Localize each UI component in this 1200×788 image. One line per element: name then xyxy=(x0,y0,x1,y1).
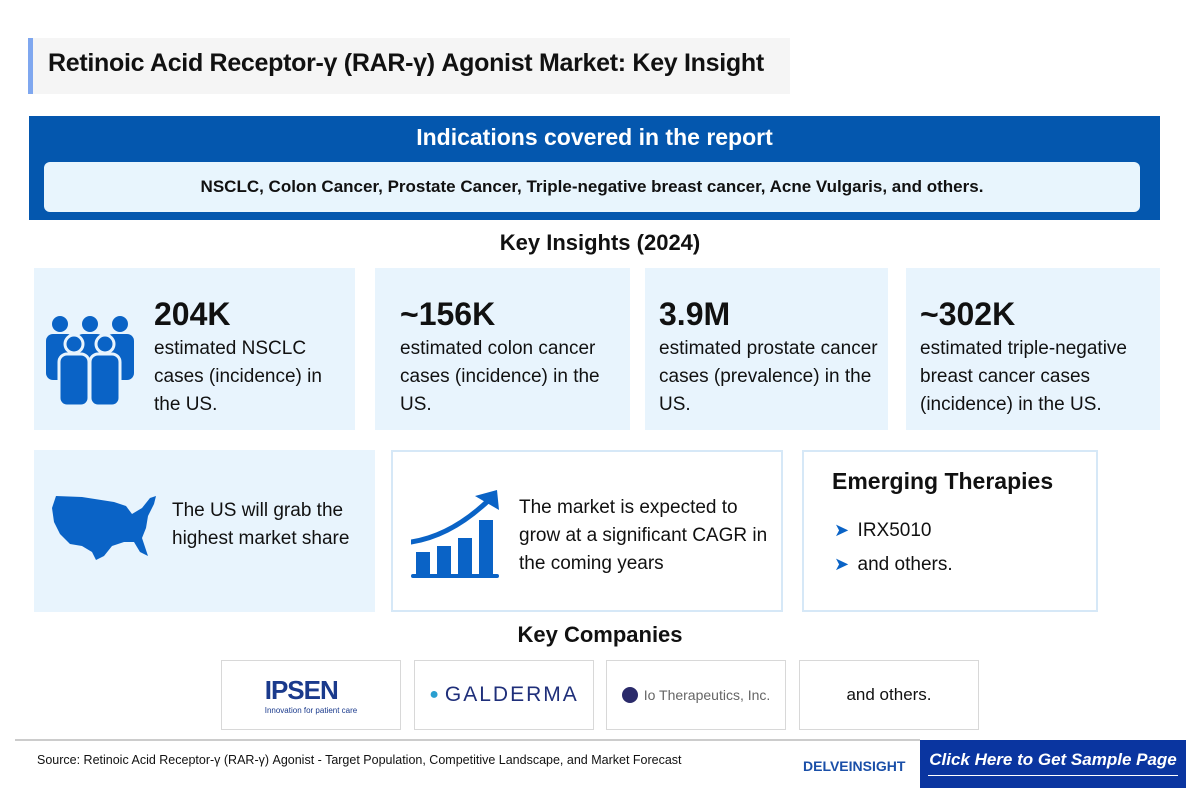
chevron-right-icon: ➤ xyxy=(834,520,850,540)
indications-heading: Indications covered in the report xyxy=(416,124,773,150)
growth-chart-icon xyxy=(411,490,499,578)
stat-card-tnbc: ~302K estimated triple-negative breast c… xyxy=(906,268,1160,430)
io-therapeutics-logo: Io Therapeutics, Inc. xyxy=(606,660,786,730)
indications-banner: Indications covered in the report NSCLC,… xyxy=(29,116,1160,220)
insights-heading: Key Insights (2024) xyxy=(499,230,701,255)
us-share-text: The US will grab the highest market shar… xyxy=(172,500,350,549)
stat-value: ~156K xyxy=(400,296,496,332)
stat-desc: estimated triple-negative breast cancer … xyxy=(920,338,1127,415)
us-share-card: The US will grab the highest market shar… xyxy=(34,450,375,612)
stat-desc: estimated NSCLC cases (incidence) in the… xyxy=(154,338,322,415)
ipsen-logo: IPSEN Innovation for patient care xyxy=(221,660,401,730)
emerging-therapies-card: Emerging Therapies ➤ IRX5010 ➤ and other… xyxy=(802,450,1098,612)
stat-value: ~302K xyxy=(920,296,1016,332)
people-group-icon xyxy=(46,316,134,406)
page-title: Retinoic Acid Receptor-γ (RAR-γ) Agonist… xyxy=(28,38,790,94)
growth-text: The market is expected to grow at a sign… xyxy=(519,497,768,574)
indications-list: NSCLC, Colon Cancer, Prostate Cancer, Tr… xyxy=(44,162,1140,212)
other-companies: and others. xyxy=(799,660,979,730)
stat-desc: estimated colon cancer cases (incidence)… xyxy=(400,338,600,415)
chevron-right-icon: ➤ xyxy=(834,554,850,574)
stat-card-prostate: 3.9M estimated prostate cancer cases (pr… xyxy=(645,268,888,430)
stat-card-colon: ~156K estimated colon cancer cases (inci… xyxy=(375,268,630,430)
growth-card: The market is expected to grow at a sign… xyxy=(391,450,783,612)
companies-heading: Key Companies xyxy=(517,622,683,647)
stat-desc: estimated prostate cancer cases (prevale… xyxy=(659,338,878,415)
emerging-heading: Emerging Therapies xyxy=(832,468,1054,494)
therapy-item: ➤ and others. xyxy=(834,554,953,575)
source-text: Source: Retinoic Acid Receptor-γ (RAR-γ)… xyxy=(37,753,682,767)
galderma-logo: ● GALDERMA xyxy=(414,660,594,730)
stat-card-nsclc: 204K estimated NSCLC cases (incidence) i… xyxy=(34,268,355,430)
divider xyxy=(15,739,920,741)
get-sample-page-button[interactable]: Click Here to Get Sample Page xyxy=(920,740,1186,788)
delveinsight-logo: DELVEINSIGHT xyxy=(803,758,906,774)
stat-value: 3.9M xyxy=(659,296,731,332)
stat-value: 204K xyxy=(154,296,231,332)
us-map-icon xyxy=(52,496,156,560)
therapy-item: ➤ IRX5010 xyxy=(834,520,932,541)
